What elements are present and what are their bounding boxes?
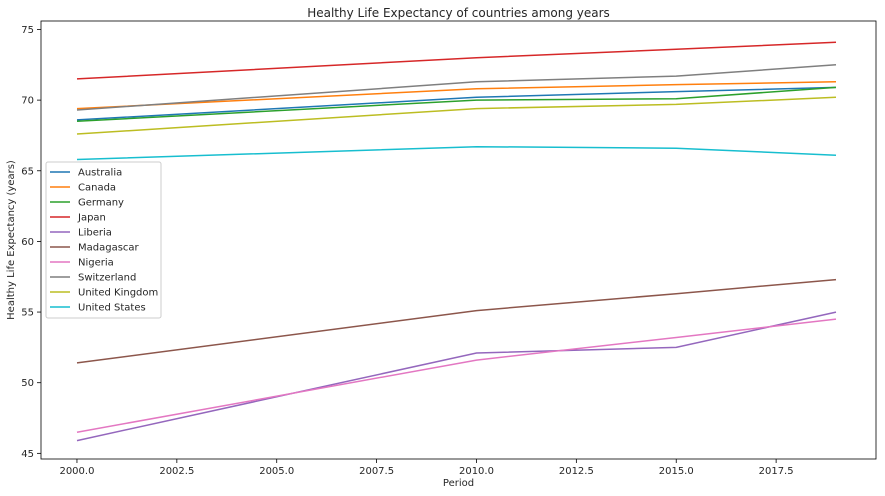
y-tick-label: 75 (21, 25, 34, 36)
legend-label-australia: Australia (78, 168, 122, 179)
y-tick-label: 50 (21, 378, 34, 389)
x-tick-label: 2005.0 (259, 466, 294, 477)
x-axis-label: Period (443, 478, 474, 489)
series-line-madagascar (76, 278, 837, 364)
legend-box (45, 161, 162, 319)
series-line-australia (76, 86, 837, 121)
legend-label-united-kingdom: United Kingdom (78, 288, 158, 299)
plot-frame (40, 20, 877, 460)
legend-label-canada: Canada (78, 183, 116, 194)
legend: Australia Canada Germany Japan Liberia Madaga… (45, 161, 162, 319)
legend-label-switzerland: Switzerland (78, 273, 136, 284)
x-tick-label: 2015.0 (659, 466, 694, 477)
x-tick-label: 2007.5 (359, 466, 394, 477)
y-tick-label: 55 (21, 308, 34, 319)
series-line-germany (76, 86, 837, 123)
x-tick-label: 2000.0 (59, 466, 94, 477)
legend-label-madagascar: Madagascar (78, 243, 140, 254)
plot-area: 2000.0 2002.5 2005.0 2007.5 2010.0 2012.5 2015… (21, 20, 877, 477)
y-tick-label: 45 (21, 449, 34, 460)
legend-label-liberia: Liberia (78, 228, 112, 239)
series-line-united-kingdom (76, 96, 837, 135)
legend-label-germany: Germany (78, 198, 124, 209)
chart-title: Healthy Life Expectancy of countries amo… (307, 6, 610, 20)
series-line-united-states (76, 145, 837, 161)
series-line-switzerland (76, 64, 837, 111)
legend-label-japan: Japan (77, 213, 106, 224)
series-line-japan (76, 41, 837, 80)
legend-label-nigeria: Nigeria (78, 258, 114, 269)
y-axis-label: Healthy Life Expectancy (years) (6, 160, 17, 320)
series-line-liberia (76, 311, 837, 442)
y-tick-label: 70 (21, 96, 34, 107)
series-line-canada (76, 81, 837, 110)
legend-label-united-states: United States (78, 303, 146, 314)
y-tick-label: 60 (21, 237, 34, 248)
series-line-nigeria (76, 318, 837, 433)
x-tick-label: 2012.5 (559, 466, 594, 477)
x-tick-label: 2002.5 (159, 466, 194, 477)
x-tick-label: 2017.5 (759, 466, 794, 477)
x-tick-label: 2010.0 (459, 466, 494, 477)
y-tick-label: 65 (21, 166, 34, 177)
